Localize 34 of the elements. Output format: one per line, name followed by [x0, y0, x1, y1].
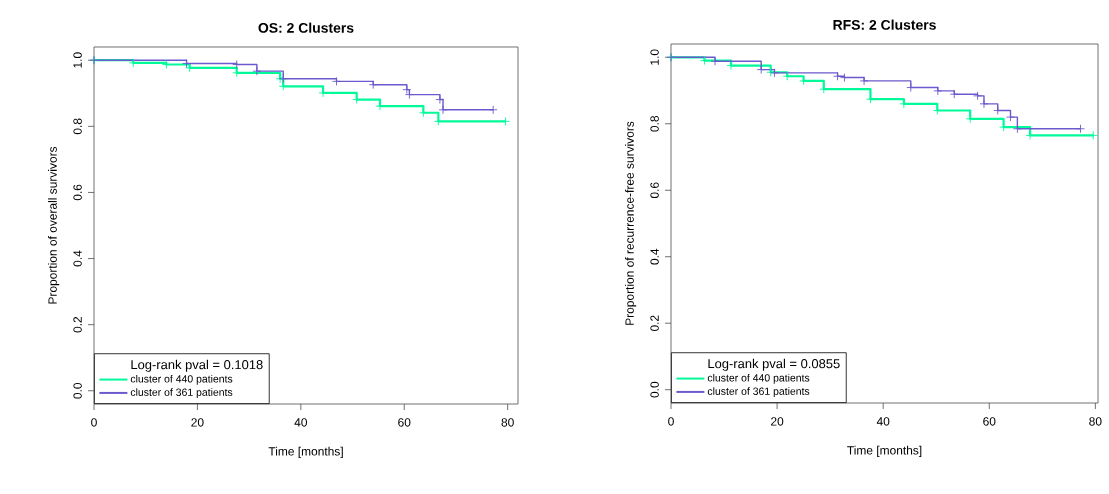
x-tick-label: 80: [501, 418, 514, 427]
legend-label: cluster of 361 patients: [707, 387, 810, 397]
chart-title: RFS: 2 Clusters: [833, 19, 936, 30]
x-tick-label: 60: [398, 418, 411, 427]
y-tick-label: 0.8: [650, 115, 659, 132]
legend-label: cluster of 440 patients: [130, 374, 233, 385]
x-tick-label: 60: [983, 417, 996, 426]
y-tick-label: 0.2: [650, 315, 659, 332]
legend-label: cluster of 440 patients: [707, 373, 810, 384]
y-axis-title: Proportion of recurrence-free survivors: [625, 121, 637, 325]
legend-title: Log-rank pval = 0.0855: [708, 358, 840, 371]
y-tick-label: 0.8: [73, 118, 82, 135]
legend-title: Log-rank pval = 0.1018: [131, 359, 263, 372]
x-tick-label: 20: [771, 417, 784, 426]
y-tick-label: 0.6: [650, 182, 659, 199]
y-axis-title: Proportion of overall survivors: [48, 146, 60, 304]
y-tick-label: 0.0: [73, 382, 82, 399]
x-axis-title: Time [months]: [847, 445, 922, 457]
y-tick-label: 0.2: [73, 316, 82, 333]
y-tick-label: 1.0: [650, 49, 659, 65]
x-tick-label: 0: [91, 418, 97, 427]
x-tick-label: 20: [191, 418, 204, 427]
y-tick-label: 1.0: [73, 52, 82, 68]
x-tick-label: 0: [668, 417, 674, 426]
legend-label: cluster of 361 patients: [130, 388, 233, 398]
x-tick-label: 40: [294, 418, 308, 427]
x-tick-label: 40: [876, 417, 890, 426]
y-tick-label: 0.6: [73, 184, 82, 201]
y-tick-label: 0.0: [650, 381, 659, 398]
y-tick-label: 0.4: [73, 250, 82, 267]
x-axis-title: Time [months]: [268, 446, 343, 458]
y-tick-label: 0.4: [650, 248, 659, 265]
chart-title: OS: 2 Clusters: [258, 22, 354, 33]
x-tick-label: 80: [1089, 417, 1102, 426]
